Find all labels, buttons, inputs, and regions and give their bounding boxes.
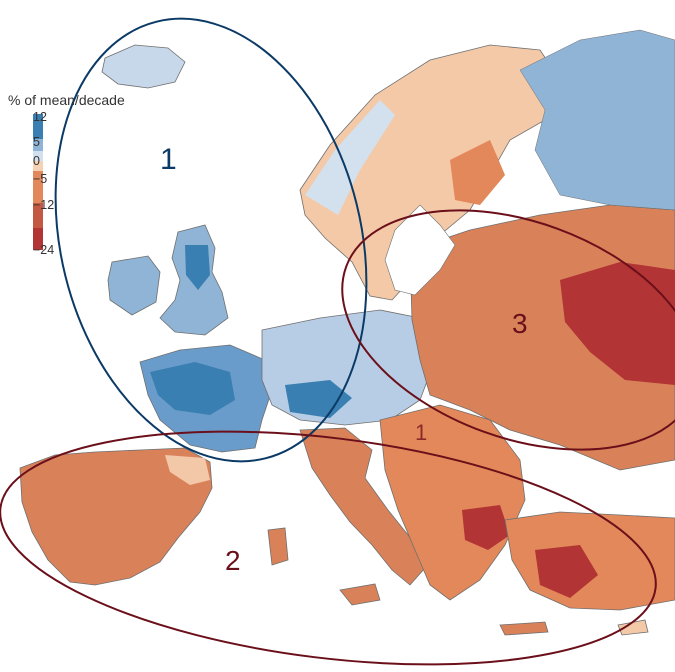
balkans-dry-core	[462, 505, 510, 550]
legend-band-0a	[33, 151, 43, 161]
france-wet-core	[150, 362, 235, 415]
balkans-landmass	[379, 404, 526, 601]
region-1-label: 1	[160, 143, 177, 176]
legend-tick-minus-24: −24	[33, 243, 55, 257]
legend-tick-5: 5	[33, 135, 40, 149]
alps-wet-core	[285, 380, 352, 418]
ukraine-dry-core	[560, 262, 675, 385]
finland-dry-band	[450, 140, 505, 205]
legend-band-m5	[33, 171, 43, 203]
legend-tick-12: 12	[33, 110, 47, 124]
region-1-outline	[54, 17, 368, 463]
legend-tick-minus-12: −12	[33, 198, 55, 212]
sardinia	[267, 527, 289, 566]
ireland-landmass	[107, 255, 161, 316]
legend-band-5	[33, 139, 43, 151]
iberia-landmass	[19, 447, 213, 586]
inner-marker-label: 1	[415, 420, 428, 445]
legend-tick-minus-5: −5	[33, 172, 48, 186]
iceland-landmass	[101, 44, 186, 89]
crete	[499, 621, 549, 636]
legend-tick-0: 0	[33, 154, 40, 168]
region-3-label: 3	[512, 308, 528, 339]
legend-colorbar	[33, 114, 43, 250]
norway-light-band	[305, 100, 395, 215]
region-2-label: 2	[225, 545, 241, 576]
central-europe-landmass	[261, 309, 436, 426]
legend-band-m12	[33, 203, 43, 228]
region-2-outline	[0, 430, 657, 666]
legend-band-12	[33, 114, 43, 139]
region-3-outline	[341, 209, 675, 451]
legend-band-0b	[33, 161, 43, 171]
iberia-light-patch	[165, 455, 210, 485]
turkey-dry-core	[535, 545, 598, 598]
italy-landmass	[299, 427, 426, 586]
britain-wet-core	[185, 245, 210, 290]
russia-wet-region	[519, 29, 675, 211]
cyprus	[617, 619, 649, 636]
legend-title: % of mean/decade	[8, 92, 125, 108]
baltic-sea	[384, 204, 456, 296]
sicily	[339, 583, 381, 606]
legend-band-m24	[33, 228, 43, 250]
